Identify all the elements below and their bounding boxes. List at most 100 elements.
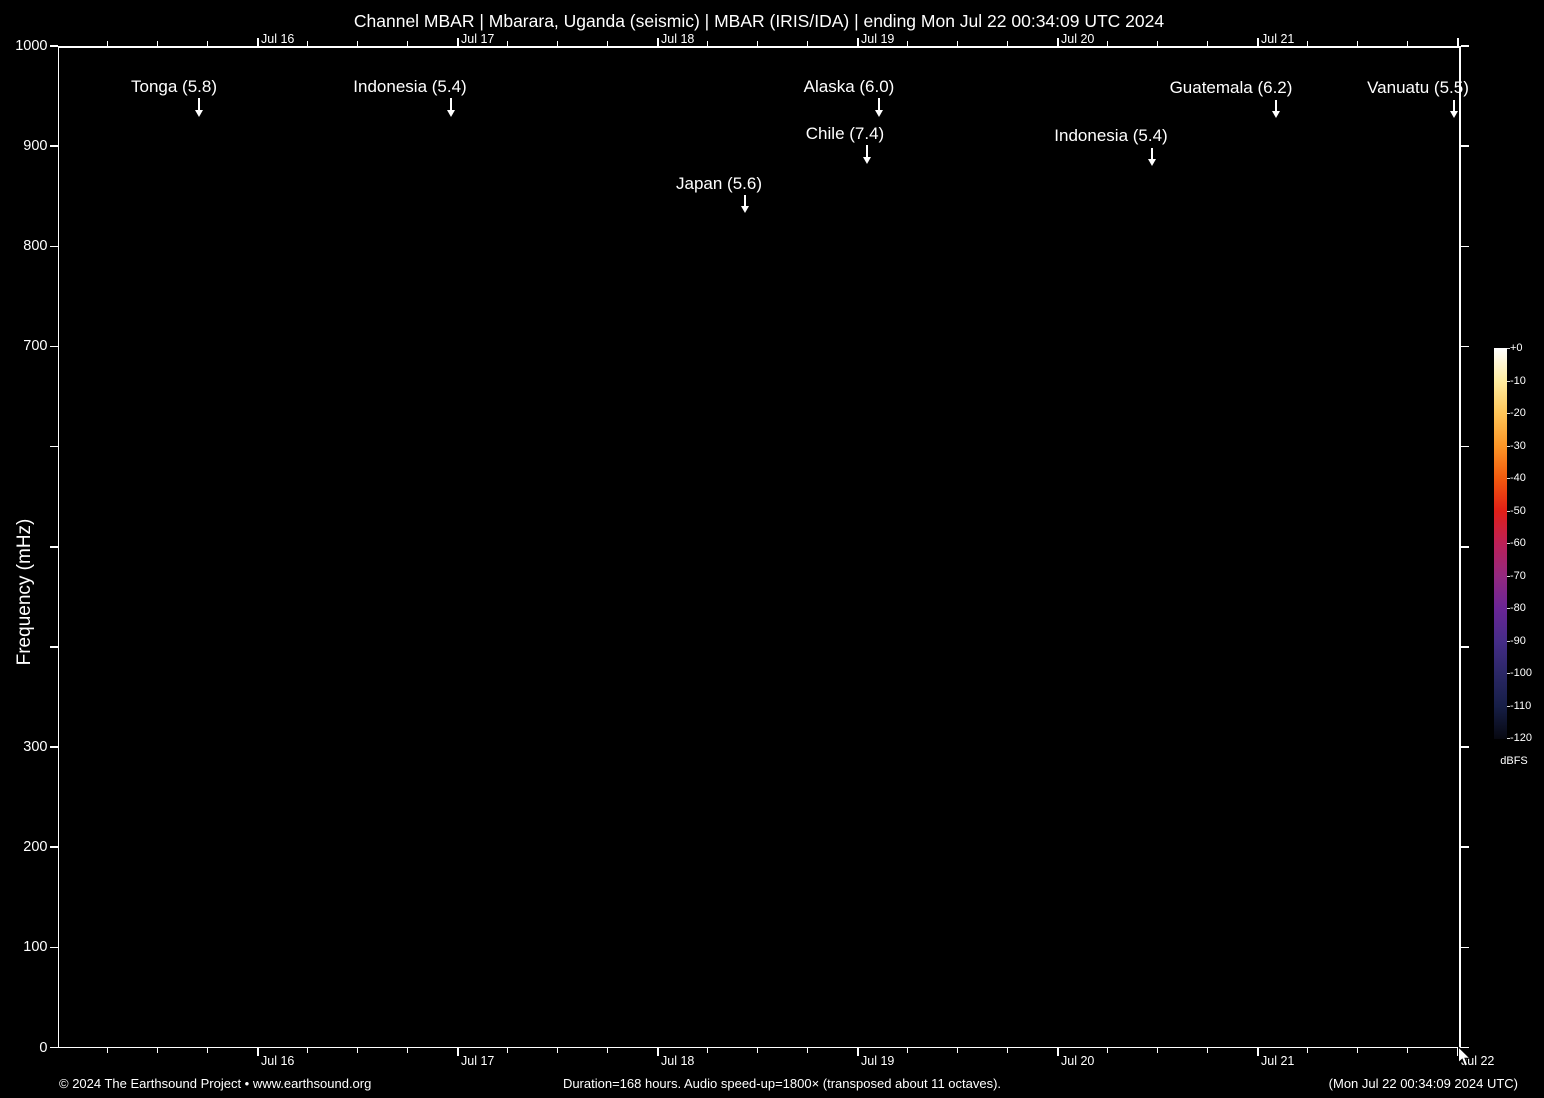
x-tick-minor-top [1207, 41, 1208, 46]
annotation-label: Indonesia (5.4) [353, 77, 467, 96]
x-tick-major-bottom [457, 1047, 459, 1056]
x-tick-major-bottom [1257, 1047, 1259, 1056]
x-tick-minor-bottom [407, 1047, 408, 1053]
x-tick-minor-top [757, 41, 758, 46]
x-tick-minor-bottom [1207, 1047, 1208, 1053]
colorbar-tick-label: -50 [1510, 504, 1526, 517]
x-tick-minor-bottom [1407, 1047, 1408, 1053]
annotation-arrow-stem [1275, 100, 1277, 112]
y-tick-left [49, 546, 58, 548]
colorbar-tick-label: -10 [1510, 374, 1526, 387]
x-tick-label-top: Jul 17 [461, 32, 495, 46]
annotation-arrow-stem [450, 98, 452, 111]
colorbar-tick-label: -30 [1510, 439, 1526, 452]
annotation-arrow-stem [198, 98, 200, 111]
x-tick-major-top [1257, 38, 1259, 46]
x-tick-major-top [657, 38, 659, 46]
y-tick-left [49, 646, 58, 648]
y-tick-right [1460, 646, 1469, 648]
x-tick-minor-top [507, 41, 508, 46]
x-tick-major-bottom [257, 1047, 259, 1056]
y-tick-right [1460, 345, 1469, 348]
colorbar-tick [1507, 348, 1510, 349]
x-tick-minor-bottom [1007, 1047, 1008, 1053]
y-tick-right [1460, 846, 1469, 848]
y-tick-right [1460, 1046, 1469, 1049]
y-tick-right [1460, 145, 1469, 147]
plot-left-spine [57, 46, 59, 1048]
x-tick-minor-bottom [1107, 1047, 1108, 1053]
x-tick-minor-bottom [1307, 1047, 1308, 1053]
annotation-arrow-stem [744, 195, 746, 207]
x-tick-label-bottom: Jul 18 [661, 1053, 695, 1068]
colorbar-tick-label: -40 [1510, 472, 1526, 484]
x-tick-minor-bottom [907, 1047, 908, 1053]
x-tick-minor-bottom [107, 1047, 108, 1053]
x-tick-label-bottom: Jul 17 [461, 1053, 495, 1068]
footer-copyright: © 2024 The Earthsound Project • www.eart… [59, 1076, 372, 1091]
annotation-label: Vanuatu (5.5) [1367, 78, 1469, 97]
annotation-arrow-head [1449, 111, 1458, 118]
y-tick-left [49, 946, 58, 949]
annotation-arrow-head [1271, 111, 1280, 118]
colorbar-tick-label: -20 [1510, 407, 1526, 419]
x-tick-label-top: Jul 18 [661, 32, 695, 46]
colorbar-tick [1507, 413, 1510, 414]
colorbar-tick [1507, 543, 1510, 544]
colorbar-tick [1507, 705, 1510, 707]
colorbar-tick [1507, 673, 1510, 674]
annotation-arrow-head [862, 157, 871, 164]
x-tick-minor-bottom [757, 1047, 758, 1053]
colorbar-tick [1507, 738, 1510, 739]
x-tick-minor-bottom [357, 1047, 358, 1053]
x-tick-label-bottom: Jul 19 [861, 1053, 895, 1068]
x-tick-minor-top [107, 41, 108, 46]
y-tick-label: 700 [23, 338, 48, 355]
y-tick-label: 200 [23, 839, 48, 856]
y-tick-left [49, 145, 58, 147]
footer-timestamp: (Mon Jul 22 00:34:09 2024 UTC) [1328, 1076, 1518, 1091]
annotation-arrow-stem [878, 98, 880, 111]
x-tick-minor-bottom [157, 1047, 158, 1053]
x-tick-minor-top [1007, 41, 1008, 46]
x-tick-label-bottom: Jul 21 [1261, 1053, 1295, 1068]
x-tick-minor-top [1107, 41, 1108, 46]
chart-title: Channel MBAR | Mbarara, Uganda (seismic)… [353, 11, 1165, 31]
annotation-arrow-head [446, 110, 455, 117]
x-tick-minor-bottom [557, 1047, 558, 1053]
y-tick-label: 0 [39, 1039, 48, 1056]
footer-duration: Duration=168 hours. Audio speed-up=1800×… [562, 1076, 1002, 1091]
y-tick-left [49, 45, 58, 47]
x-tick-major-bottom [857, 1047, 859, 1056]
y-tick-label: 100 [23, 939, 48, 956]
y-tick-right [1460, 245, 1469, 248]
x-tick-minor-top [807, 41, 808, 46]
x-tick-major-top [857, 38, 859, 46]
colorbar-tick [1507, 640, 1510, 642]
x-tick-minor-bottom [1157, 1047, 1158, 1053]
colorbar-tick-label: -70 [1510, 569, 1526, 582]
y-tick-left [49, 746, 58, 748]
x-tick-label-bottom: Jul 20 [1061, 1053, 1095, 1068]
colorbar-tick [1507, 510, 1510, 512]
colorbar-tick [1507, 608, 1510, 609]
colorbar-gradient [1494, 348, 1507, 739]
y-tick-label: 1000 [15, 38, 48, 54]
x-tick-minor-bottom [207, 1047, 208, 1053]
x-tick-minor-bottom [307, 1047, 308, 1053]
y-tick-right [1460, 445, 1469, 448]
colorbar-tick-label: -80 [1510, 602, 1526, 614]
x-tick-minor-top [157, 41, 158, 46]
x-tick-major-top [457, 38, 459, 46]
x-tick-label-top: Jul 20 [1061, 32, 1095, 46]
x-tick-minor-top [1157, 41, 1158, 46]
colorbar-unit-label: dBFS [1500, 755, 1528, 767]
x-tick-minor-top [557, 41, 558, 46]
colorbar-tick [1507, 445, 1510, 447]
x-tick-minor-top [407, 41, 408, 46]
colorbar-tick [1507, 478, 1510, 479]
x-tick-minor-bottom [957, 1047, 958, 1053]
x-tick-minor-bottom [1357, 1047, 1358, 1053]
annotation-label: Tonga (5.8) [131, 77, 217, 96]
plot-right-spine [1459, 46, 1461, 1048]
